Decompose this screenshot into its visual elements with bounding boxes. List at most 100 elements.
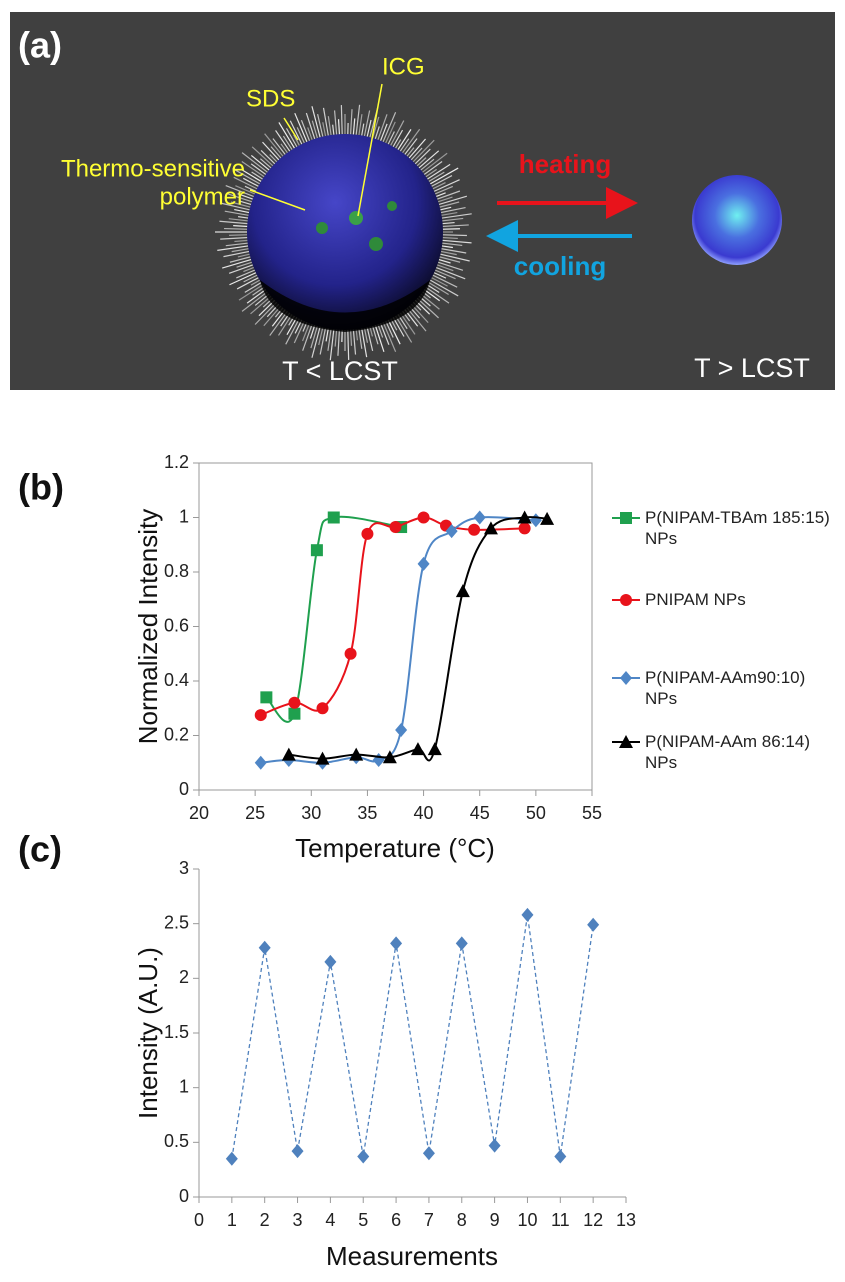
icg-dot	[349, 211, 363, 225]
x-tick-label: 12	[583, 1210, 603, 1230]
x-axis-title: Temperature (°C)	[295, 833, 495, 863]
marker	[417, 556, 430, 571]
marker	[291, 1144, 304, 1159]
polymer-label: polymer	[160, 183, 245, 210]
marker	[468, 523, 481, 536]
x-tick-label: 50	[526, 803, 546, 823]
marker	[620, 671, 632, 685]
x-tick-label: 0	[194, 1210, 204, 1230]
marker	[327, 511, 340, 524]
marker	[455, 584, 470, 598]
x-tick-label: 2	[260, 1210, 270, 1230]
x-tick-label: 8	[457, 1210, 467, 1230]
marker	[483, 521, 498, 535]
icg-dot	[387, 201, 397, 211]
marker	[517, 510, 532, 524]
legend-label: PNIPAM NPs	[645, 590, 746, 609]
marker	[427, 742, 442, 756]
y-axis-title: Normalized Intensity	[133, 509, 163, 745]
state-label: T > LCST	[694, 353, 810, 383]
y-tick-label: 0.5	[164, 1131, 189, 1151]
marker	[315, 751, 330, 765]
series-line	[265, 515, 402, 723]
series-line	[231, 914, 594, 1159]
pointer	[357, 83, 383, 217]
cooling-label: cooling	[514, 251, 606, 281]
marker	[455, 936, 468, 951]
marker	[288, 707, 301, 720]
icg-label: ICG	[382, 53, 425, 80]
y-tick-label: 0.8	[164, 561, 189, 581]
x-tick-label: 40	[414, 803, 434, 823]
y-axis-title: Intensity (A.U.)	[133, 947, 163, 1119]
panel-label: (b)	[18, 467, 64, 508]
x-tick-label: 3	[293, 1210, 303, 1230]
marker	[258, 940, 271, 955]
nanoparticle-swollen	[247, 134, 443, 330]
marker	[521, 907, 534, 922]
x-tick-label: 6	[391, 1210, 401, 1230]
marker	[225, 1151, 238, 1166]
x-tick-label: 11	[551, 1210, 570, 1230]
x-tick-label: 55	[582, 803, 602, 823]
series-line	[260, 516, 536, 764]
x-tick-label: 20	[189, 803, 209, 823]
x-tick-label: 45	[470, 803, 490, 823]
marker	[554, 1149, 567, 1164]
marker	[349, 747, 364, 761]
marker	[260, 691, 273, 704]
y-tick-label: 0	[179, 779, 189, 799]
x-tick-label: 9	[490, 1210, 500, 1230]
plot-frame	[198, 462, 593, 791]
y-tick-label: 0	[179, 1186, 189, 1206]
x-tick-label: 5	[358, 1210, 368, 1230]
marker	[390, 936, 403, 951]
y-tick-label: 1.5	[164, 1022, 189, 1042]
marker	[254, 709, 267, 722]
polymer-label: Thermo-sensitive	[61, 155, 245, 182]
x-tick-label: 10	[517, 1210, 537, 1230]
x-tick-label: 35	[357, 803, 377, 823]
marker	[372, 753, 385, 768]
x-axis-title: Measurements	[326, 1241, 498, 1271]
y-tick-label: 0.6	[164, 615, 189, 635]
y-tick-label: 1	[179, 506, 189, 526]
marker	[518, 522, 531, 535]
nanoparticle-collapsed	[692, 175, 782, 265]
panel-label: (c)	[18, 829, 62, 870]
legend-label: P(NIPAM-TBAm 185:15) NPs	[645, 508, 830, 548]
marker	[324, 954, 337, 969]
x-tick-label: 4	[325, 1210, 335, 1230]
y-tick-label: 2	[179, 967, 189, 987]
marker	[288, 696, 301, 709]
icg-dot	[369, 237, 383, 251]
y-tick-label: 0.2	[164, 724, 189, 744]
pointer	[283, 117, 299, 141]
state-label: T < LCST	[282, 356, 398, 386]
y-tick-label: 3	[179, 858, 189, 878]
marker	[316, 702, 329, 715]
marker	[473, 510, 486, 525]
marker	[382, 750, 397, 764]
series-line	[288, 516, 548, 762]
particle-shadow	[260, 280, 430, 332]
marker	[422, 1146, 435, 1161]
marker	[488, 1138, 501, 1153]
marker	[619, 735, 633, 748]
marker	[417, 511, 430, 524]
x-tick-label: 13	[616, 1210, 636, 1230]
marker	[281, 747, 296, 761]
marker	[361, 527, 374, 540]
x-tick-label: 1	[227, 1210, 237, 1230]
panel-label: (a)	[18, 25, 62, 66]
x-tick-label: 25	[245, 803, 265, 823]
marker	[620, 594, 632, 606]
x-tick-label: 30	[301, 803, 321, 823]
y-tick-label: 1.2	[164, 452, 189, 472]
heating-label: heating	[519, 149, 611, 179]
marker	[344, 647, 357, 660]
x-tick-label: 7	[424, 1210, 434, 1230]
marker	[587, 917, 600, 932]
